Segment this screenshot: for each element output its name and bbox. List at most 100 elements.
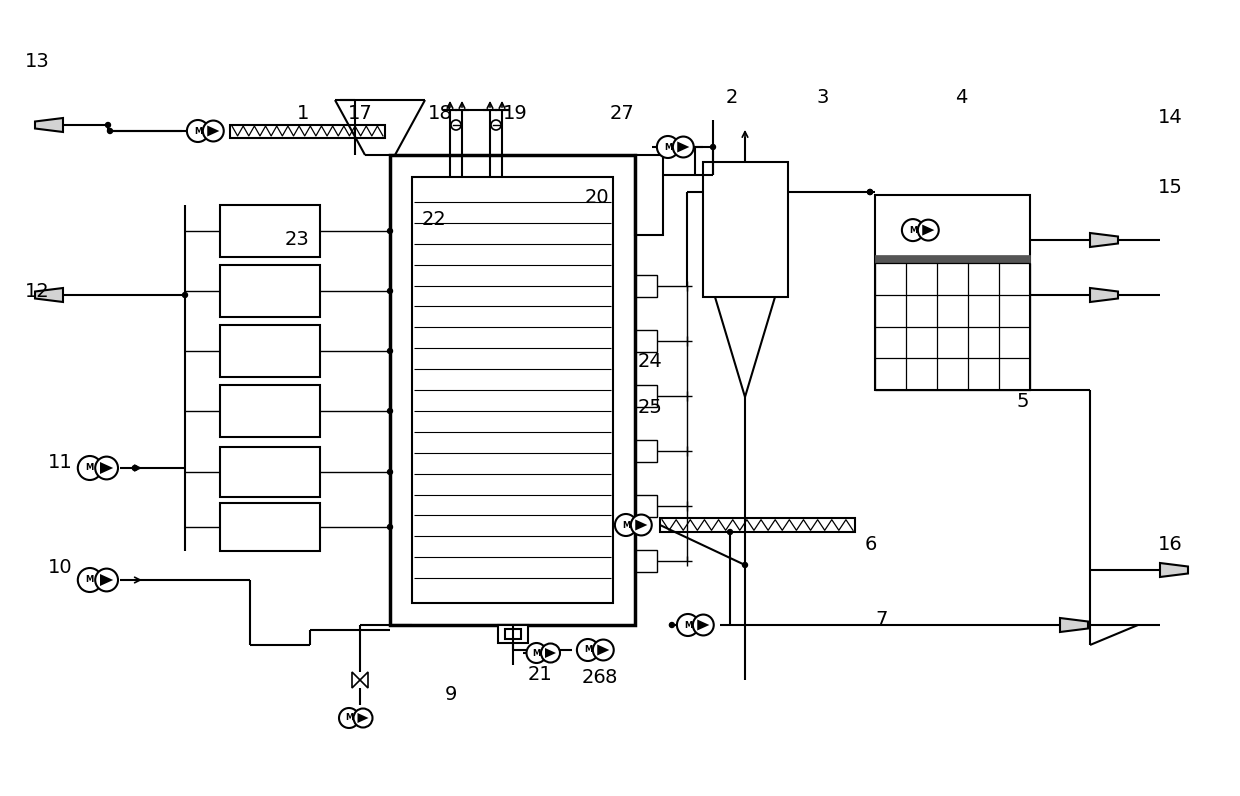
Bar	[219, 265, 320, 317]
Circle shape	[387, 228, 393, 233]
Circle shape	[387, 525, 393, 529]
Polygon shape	[1090, 288, 1118, 302]
Text: M: M	[532, 649, 541, 657]
Text: 5: 5	[1017, 392, 1029, 411]
Circle shape	[105, 123, 110, 127]
Text: 11: 11	[48, 453, 73, 472]
Circle shape	[677, 614, 699, 636]
Text: M: M	[584, 646, 591, 654]
Bar	[635, 275, 657, 297]
Circle shape	[387, 470, 393, 474]
Circle shape	[387, 288, 393, 294]
Text: 25: 25	[639, 398, 663, 417]
Text: M: M	[683, 621, 692, 630]
Bar	[635, 495, 657, 517]
Text: 17: 17	[348, 104, 373, 123]
Polygon shape	[207, 126, 219, 136]
Text: 22: 22	[422, 210, 446, 229]
Bar	[635, 330, 657, 352]
Polygon shape	[1090, 233, 1118, 247]
Bar	[875, 256, 1030, 263]
Bar	[635, 440, 657, 462]
Text: 4: 4	[955, 88, 967, 107]
Text: M: M	[345, 713, 353, 723]
Text: 26: 26	[582, 668, 606, 687]
Circle shape	[657, 136, 680, 158]
Circle shape	[353, 708, 372, 728]
Text: M: M	[86, 463, 94, 473]
Circle shape	[918, 220, 939, 240]
Text: 18: 18	[428, 104, 453, 123]
Text: 16: 16	[1158, 535, 1183, 554]
Text: 21: 21	[528, 665, 553, 684]
Polygon shape	[546, 648, 556, 658]
Bar	[660, 518, 856, 532]
Text: 15: 15	[1158, 178, 1183, 197]
Text: 9: 9	[445, 685, 458, 704]
Bar	[635, 155, 663, 235]
Polygon shape	[360, 672, 368, 688]
Bar	[229, 124, 384, 138]
Text: M: M	[663, 142, 672, 151]
Circle shape	[95, 568, 118, 591]
Bar	[635, 550, 657, 572]
Polygon shape	[357, 713, 368, 723]
Bar	[219, 503, 320, 551]
Polygon shape	[923, 224, 935, 236]
Bar	[505, 629, 521, 639]
Bar	[875, 195, 1030, 390]
Polygon shape	[635, 520, 647, 530]
Polygon shape	[677, 142, 689, 153]
Text: M: M	[621, 521, 630, 529]
Circle shape	[615, 514, 637, 536]
Polygon shape	[697, 619, 709, 630]
Circle shape	[387, 408, 393, 413]
Text: 1: 1	[298, 104, 309, 123]
Polygon shape	[35, 288, 63, 302]
Text: M: M	[86, 576, 94, 584]
Circle shape	[451, 120, 461, 130]
Text: 14: 14	[1158, 108, 1183, 127]
Circle shape	[387, 349, 393, 353]
Circle shape	[673, 137, 693, 158]
Text: 20: 20	[585, 188, 610, 207]
Circle shape	[95, 457, 118, 479]
Text: 3: 3	[817, 88, 830, 107]
Bar	[635, 385, 657, 407]
Circle shape	[711, 145, 715, 150]
Circle shape	[728, 529, 733, 534]
Circle shape	[491, 120, 501, 130]
Bar	[497, 625, 527, 643]
Text: 27: 27	[610, 104, 635, 123]
Circle shape	[577, 639, 599, 661]
Text: 19: 19	[503, 104, 528, 123]
Bar	[412, 177, 613, 603]
Text: 10: 10	[48, 558, 73, 577]
Circle shape	[868, 189, 873, 194]
Circle shape	[78, 456, 102, 480]
Text: 24: 24	[639, 352, 662, 371]
Text: M: M	[909, 225, 918, 235]
Text: 6: 6	[866, 535, 878, 554]
Bar	[391, 155, 635, 625]
Circle shape	[182, 292, 187, 298]
Polygon shape	[35, 118, 63, 132]
Text: 13: 13	[25, 52, 50, 71]
Circle shape	[901, 219, 924, 241]
Text: 8: 8	[605, 668, 618, 687]
Circle shape	[527, 643, 547, 663]
Circle shape	[868, 189, 873, 194]
Circle shape	[593, 639, 614, 661]
Text: 23: 23	[285, 230, 310, 249]
Bar	[703, 162, 787, 297]
Polygon shape	[1060, 618, 1087, 632]
Polygon shape	[352, 672, 360, 688]
Text: 2: 2	[725, 88, 738, 107]
Polygon shape	[100, 574, 113, 586]
Polygon shape	[1159, 563, 1188, 577]
Circle shape	[78, 568, 102, 592]
Circle shape	[541, 643, 560, 662]
Bar	[219, 205, 320, 257]
Text: 7: 7	[875, 610, 888, 629]
Polygon shape	[100, 462, 113, 474]
